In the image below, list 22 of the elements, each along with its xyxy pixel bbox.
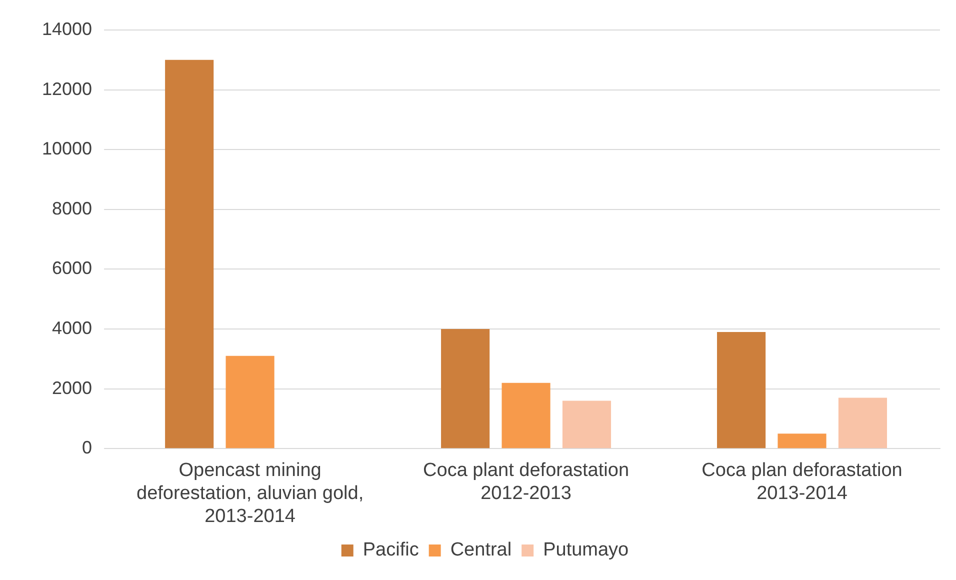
bar	[441, 329, 490, 448]
y-tick-label: 2000	[52, 378, 92, 398]
legend-label: Pacific	[362, 540, 419, 561]
bar	[562, 400, 612, 448]
bar	[226, 356, 274, 448]
legend-label: Central	[450, 540, 512, 561]
y-tick-label: 10000	[42, 138, 92, 159]
bar	[717, 332, 766, 448]
legend-label: Putumayo	[543, 540, 629, 561]
y-tick-label: 8000	[52, 198, 92, 218]
x-tick-label: Opencast mining deforestation, aluvian gold, 2013-2014	[136, 460, 364, 527]
x-tick-label: Coca plan deforastation 2013-2014	[702, 460, 902, 504]
y-tick-label: 0	[82, 438, 92, 458]
y-tick-label: 6000	[52, 258, 92, 278]
bar	[165, 60, 214, 448]
y-tick-label: 14000	[42, 18, 92, 39]
bar	[778, 434, 826, 448]
x-tick-label: Coca plant deforastation 2012-2013	[423, 460, 630, 504]
y-tick-label: 12000	[42, 78, 92, 99]
y-tick-label: 4000	[52, 318, 92, 338]
bar	[502, 382, 550, 448]
bar	[838, 398, 888, 448]
